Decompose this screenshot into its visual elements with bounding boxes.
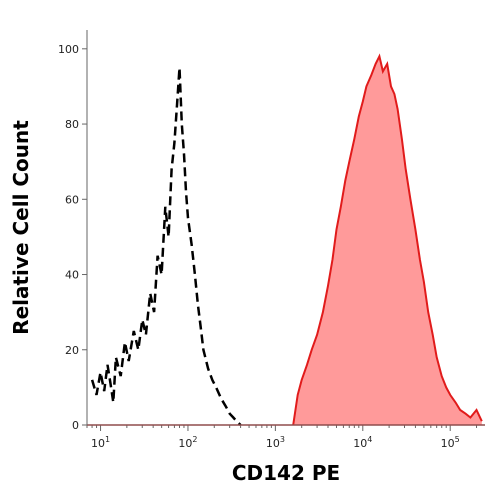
histogram-fill-area: [293, 56, 482, 426]
dashed-histogram-outline: [90, 67, 242, 426]
y-tick-label: 0: [72, 419, 79, 432]
x-axis-ticks: 101 102 103 104 105: [86, 425, 478, 450]
x-axis-title: CD142 PE: [232, 461, 340, 485]
y-axis-title: Relative Cell Count: [9, 120, 33, 335]
y-tick-label: 80: [65, 118, 79, 131]
series-layer: [87, 53, 485, 426]
x-tick-label: 101: [91, 435, 110, 450]
histogram-outline: [292, 53, 483, 426]
x-tick-label: 105: [441, 435, 460, 450]
y-tick-label: 20: [65, 344, 79, 357]
y-axis-ticks: 0 20 40 60 80 100: [58, 43, 87, 432]
x-tick-label: 104: [353, 435, 372, 450]
y-tick-label: 60: [65, 193, 79, 206]
x-tick-label: 102: [178, 435, 197, 450]
y-tick-label: 40: [65, 269, 79, 282]
y-tick-label: 100: [58, 43, 79, 56]
x-tick-label: 103: [266, 435, 285, 450]
